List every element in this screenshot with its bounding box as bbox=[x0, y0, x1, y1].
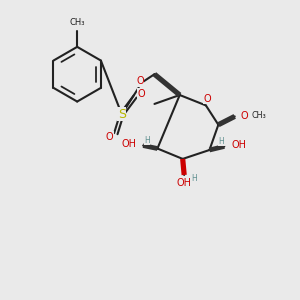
Text: O: O bbox=[138, 88, 146, 98]
Text: CH₃: CH₃ bbox=[251, 111, 266, 120]
Text: O: O bbox=[240, 111, 248, 121]
Text: OH: OH bbox=[177, 178, 192, 188]
Text: O: O bbox=[136, 76, 144, 86]
Text: S: S bbox=[118, 108, 126, 121]
Text: O: O bbox=[106, 132, 113, 142]
Text: O: O bbox=[204, 94, 211, 104]
Text: H: H bbox=[218, 136, 224, 146]
Text: OH: OH bbox=[121, 140, 136, 149]
Text: CH₃: CH₃ bbox=[69, 18, 85, 27]
Text: H: H bbox=[191, 174, 197, 183]
Text: H: H bbox=[144, 136, 150, 145]
Text: OH: OH bbox=[231, 140, 246, 150]
